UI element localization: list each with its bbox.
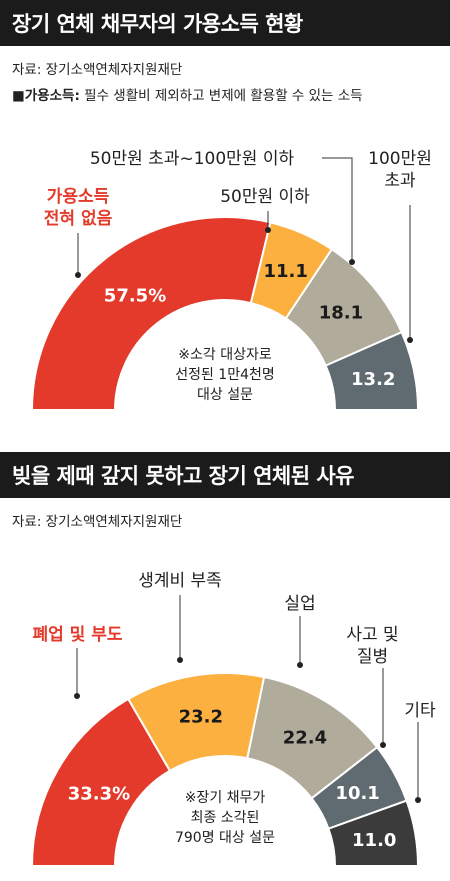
chart2-value-label-2: 22.4	[283, 727, 327, 748]
chart2-category-label-3: 사고 및 질병	[346, 625, 399, 667]
chart2-leader-dot-4	[415, 797, 421, 803]
chart2-category-label-4: 기타	[404, 701, 436, 721]
chart1-value-label-0: 57.5%	[104, 286, 166, 307]
chart1-value-label-2: 18.1	[319, 302, 363, 323]
chart2-segment-4	[327, 799, 420, 867]
chart1-category-label-1: 50만원 이하	[220, 187, 310, 207]
chart2-title: 빚을 제때 갚지 못하고 장기 연체된 사유	[0, 452, 450, 498]
chart1-segment-3	[324, 330, 420, 411]
chart2-value-label-1: 23.2	[179, 706, 223, 727]
chart1-leader-dot-2	[349, 259, 355, 265]
chart2-leader-dot-1	[177, 657, 183, 663]
chart2-value-label-0: 33.3%	[68, 783, 130, 804]
chart1-definition: ■가용소득: 필수 생활비 제외하고 변제에 활용할 수 있는 소득	[12, 88, 363, 104]
chart1-note: ※소각 대상자로 선정된 1만4천명 대상 설문	[175, 347, 275, 403]
chart2-category-label-0: 폐업 및 부도	[32, 625, 123, 645]
chart2-leader-dot-0	[74, 693, 80, 699]
chart1-value-label-3: 13.2	[351, 369, 395, 390]
chart2-value-label-4: 11.0	[352, 830, 396, 851]
chart1-leader-dot-3	[407, 337, 413, 343]
chart1-donut: 57.5% 11.1 18.1 13.2	[30, 157, 420, 411]
chart1-leader-line-2	[322, 157, 353, 262]
chart1-leader-dot-0	[75, 272, 81, 278]
chart1-segment-0	[30, 216, 272, 411]
chart1-title: 장기 연체 채무자의 가용소득 현황	[0, 0, 450, 46]
chart2-source: 자료: 장기소액연체자지원재단	[12, 514, 183, 530]
chart2-category-label-2: 실업	[284, 594, 316, 614]
chart2-leader-dot-3	[380, 742, 386, 748]
chart2-donut: 33.3% 23.2 22.4 10.1 11.0	[30, 595, 421, 867]
chart1-category-label-2: 50만원 초과~100만원 이하	[89, 149, 295, 169]
chart2-leader-dot-2	[297, 662, 303, 668]
chart2-note: ※장기 채무가 최종 소각된 790명 대상 설문	[174, 790, 276, 846]
chart1-leader-dot-1	[265, 227, 271, 233]
chart1-definition-text: 필수 생활비 제외하고 변제에 활용할 수 있는 소득	[79, 88, 363, 104]
chart1-source: 자료: 장기소액연체자지원재단	[12, 62, 183, 78]
chart1-value-label-1: 11.1	[263, 261, 307, 282]
chart1-category-label-0: 가용소득 전혀 없음	[43, 187, 113, 229]
chart1-definition-term: 가용소득:	[24, 88, 80, 104]
chart2-category-label-1: 생계비 부족	[138, 571, 222, 591]
chart1-category-label-3: 100만원 초과	[368, 149, 432, 191]
chart2-value-label-3: 10.1	[335, 783, 379, 804]
